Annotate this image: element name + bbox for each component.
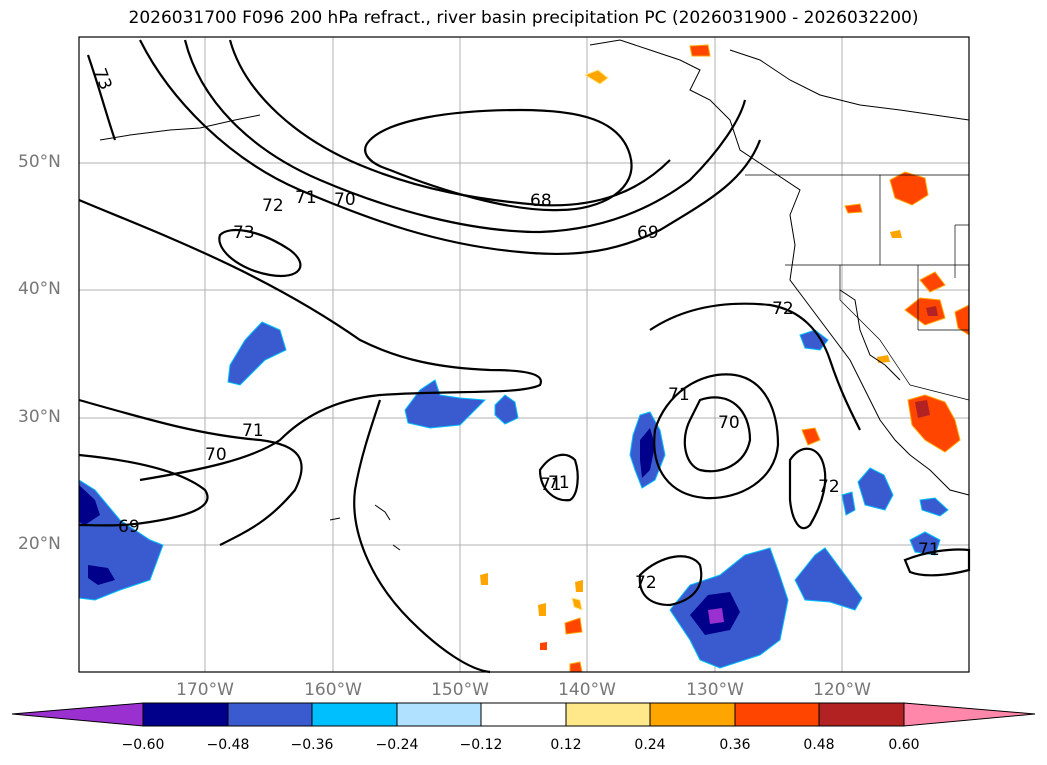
colorbar-tick: −0.12 (459, 737, 503, 753)
colorbar-tick: 0.12 (550, 737, 582, 753)
coastline (99, 39, 970, 551)
colorbar-cell (903, 702, 1036, 727)
lat-label-40n: 40°N (18, 279, 61, 299)
contour-label: 70 (718, 413, 740, 433)
precip-positive-shading (480, 44, 970, 673)
colorbar-cell (311, 702, 398, 727)
contour-label: 73 (233, 223, 255, 243)
colorbar-tick: −0.48 (206, 737, 250, 753)
contour-label: 70 (205, 445, 227, 465)
precip-negative-shading (78, 321, 949, 669)
colorbar-tick: 0.60 (888, 737, 920, 753)
lon-label-170w: 170°W (176, 680, 234, 700)
colorbar-cell (480, 702, 567, 727)
contour-label: 69 (118, 517, 140, 537)
colorbar-tick: 0.24 (634, 737, 666, 753)
colorbar-cell (396, 702, 482, 727)
colorbar-cell (227, 702, 313, 727)
contour-label: 71 (242, 421, 264, 441)
lon-label-140w: 140°W (558, 680, 616, 700)
colorbar-tick: −0.24 (375, 737, 419, 753)
gridlines (79, 37, 969, 672)
lat-label-50n: 50°N (18, 152, 61, 172)
contour-label: 72 (262, 196, 284, 216)
lon-label-120w: 120°W (813, 680, 871, 700)
lon-label-150w: 150°W (431, 680, 489, 700)
contour-label: 71 (668, 385, 690, 405)
colorbar-tick: −0.36 (290, 737, 334, 753)
contour-label: 68 (530, 191, 552, 211)
colorbar-cell (734, 702, 820, 727)
map-title: 2026031700 F096 200 hPa refract., river … (128, 8, 919, 28)
map-frame (78, 36, 970, 673)
contour-label: 72 (635, 573, 657, 593)
state-borders (745, 174, 970, 401)
contour-label: 71 (918, 540, 940, 560)
colorbar-tick: 0.36 (719, 737, 751, 753)
colorbar-tick: −0.60 (121, 737, 165, 753)
colorbar-cell (565, 702, 651, 727)
contour-label: 72 (772, 299, 794, 319)
contour-label: 70 (334, 190, 356, 210)
lon-label-160w: 160°W (304, 680, 362, 700)
colorbar-cell (818, 702, 905, 727)
colorbar-cell (142, 702, 229, 727)
colorbar-tick: 0.48 (803, 737, 835, 753)
contour-labels: 73 73 72 71 70 68 69 72 71 70 69 71 71 7… (89, 66, 939, 593)
lon-label-130w: 130°W (686, 680, 744, 700)
contour-label: 71 (548, 473, 570, 493)
refractivity-contours (78, 39, 971, 674)
contour-label: 71 (295, 188, 317, 208)
contour-label: 71 (540, 475, 562, 495)
colorbar-cell (649, 702, 736, 727)
lat-label-20n: 20°N (18, 534, 61, 554)
lat-label-30n: 30°N (18, 407, 61, 427)
colorbar (11, 702, 1036, 727)
colorbar-cell (11, 702, 144, 727)
contour-label: 72 (818, 477, 840, 497)
contour-label: 69 (637, 223, 659, 243)
